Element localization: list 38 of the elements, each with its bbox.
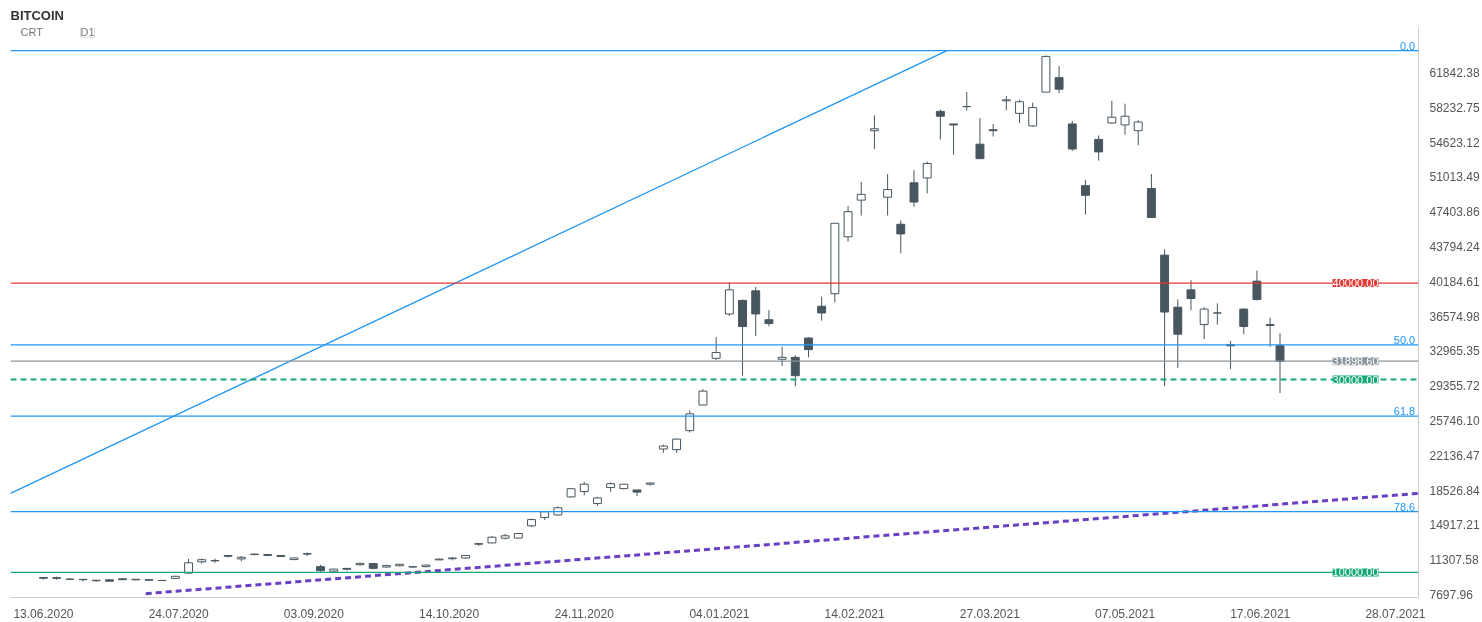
y-tick-label: 58232.75 — [1429, 100, 1480, 115]
y-tick-label: 18526.84 — [1429, 483, 1480, 498]
y-tick-label: 47403.86 — [1429, 205, 1480, 220]
x-tick-label: 27.03.2021 — [959, 606, 1021, 621]
x-tick-label: 28.07.2021 — [1365, 606, 1426, 621]
annotation: 78.6 — [1393, 500, 1416, 513]
x-tick-label: 04.01.2021 — [689, 606, 750, 621]
y-tick-label: 32965.35 — [1429, 344, 1480, 359]
y-tick-label: 43794.24 — [1429, 239, 1480, 254]
y-tick-label: 40184.61 — [1429, 274, 1480, 289]
y-tick-label: 29355.72 — [1429, 379, 1480, 394]
x-tick-label: 14.02.2021 — [824, 606, 885, 621]
y-tick-label: 22136.47 — [1429, 448, 1480, 463]
x-tick-label: 07.05.2021 — [1095, 606, 1156, 621]
x-tick-label: 13.06.2020 — [13, 606, 74, 621]
y-tick-label: 11307.58 — [1429, 553, 1479, 568]
annotation: 50.0 — [1393, 333, 1416, 346]
x-tick-label: 03.09.2020 — [283, 606, 345, 621]
y-tick-label: 51013.49 — [1429, 170, 1480, 185]
ref-line-label: 10000.00 — [1332, 566, 1379, 579]
y-tick-label: 54623.12 — [1429, 135, 1480, 150]
y-tick-label: 25746.10 — [1429, 414, 1480, 429]
ref-line-label: 31898.60 — [1332, 355, 1379, 368]
annotation: 61.8 — [1393, 405, 1416, 418]
y-tick-label: 7697.96 — [1429, 588, 1474, 603]
y-tick-label: 61842.38 — [1429, 65, 1480, 80]
chart-title: BITCOIN — [10, 7, 64, 23]
x-tick-label: 17.06.2021 — [1230, 606, 1291, 621]
x-tick-label: 14.10.2020 — [419, 606, 480, 621]
x-tick-label: 24.07.2020 — [148, 606, 210, 621]
ref-line-label: 40000.00 — [1332, 277, 1379, 290]
x-tick-label: 24.11.2020 — [554, 606, 615, 621]
annotation: D1 — [80, 25, 95, 38]
annotation: 0.0 — [1399, 39, 1416, 52]
y-tick-label: 36574.98 — [1429, 309, 1480, 324]
y-tick-label: 14917.21 — [1429, 518, 1480, 533]
ref-line-label: 30000.00 — [1332, 373, 1379, 386]
annotation: CRT — [20, 25, 44, 38]
